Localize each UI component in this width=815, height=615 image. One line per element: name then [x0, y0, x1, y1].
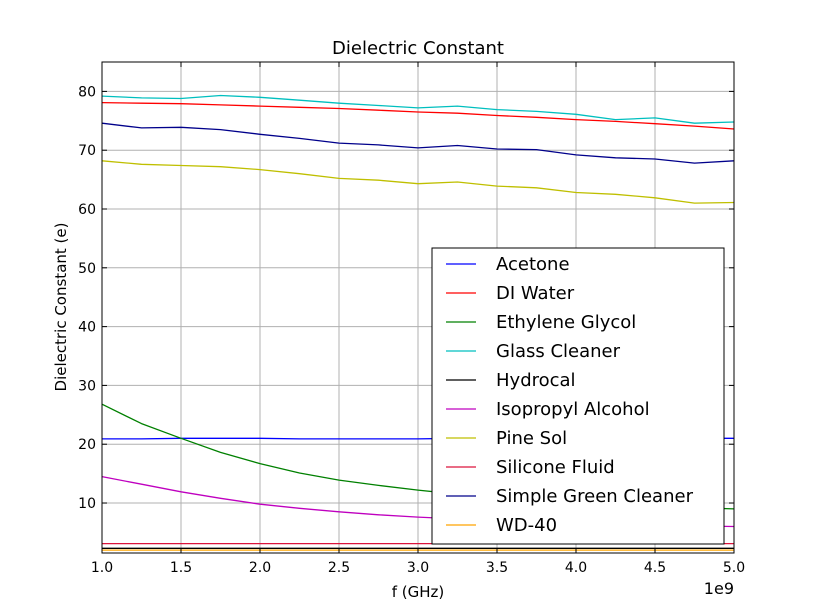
y-tick-label: 60 — [78, 202, 96, 218]
series-line-pine-sol — [101, 160, 735, 204]
legend-entries: Acetone DI Water Ethylene Glycol Glass Clea… — [446, 254, 694, 536]
legend-label-di-water: DI Water — [496, 283, 575, 304]
y-tick-label: 10 — [78, 496, 96, 512]
x-tick-label: 4.5 — [644, 560, 666, 576]
legend-box — [431, 247, 725, 545]
y-tick-label: 70 — [78, 143, 96, 159]
legend-label-pine-sol: Pine Sol — [496, 428, 567, 449]
y-axis-title: Dielectric Constant (e) — [52, 223, 70, 392]
x-tick-label: 3.0 — [407, 560, 429, 576]
series-line-glass-cleaner — [101, 94, 735, 124]
series-line-di-water — [101, 101, 735, 130]
legend-label-ethylene-glycol: Ethylene Glycol — [496, 312, 636, 333]
x-tick-label: 1.5 — [170, 560, 192, 576]
legend-label-silicone-fluid: Silicone Fluid — [496, 457, 615, 478]
x-tick-label: 5.0 — [723, 560, 745, 576]
x-axis-offset-label: 1e9 — [704, 579, 734, 598]
x-tick-label: 2.0 — [249, 560, 271, 576]
legend-label-acetone: Acetone — [496, 254, 570, 275]
legend-label-glass-cleaner: Glass Cleaner — [496, 341, 621, 362]
x-tick-label: 4.0 — [565, 560, 587, 576]
y-tick-label: 20 — [78, 437, 96, 453]
legend-label-wd-40: WD-40 — [496, 515, 557, 536]
legend-label-simple-green-cleaner: Simple Green Cleaner — [496, 486, 694, 507]
x-tick-label: 2.5 — [328, 560, 350, 576]
y-tick-label: 50 — [78, 261, 96, 277]
y-tick-label: 40 — [78, 320, 96, 336]
y-tick-label: 30 — [78, 378, 96, 394]
legend-label-hydrocal: Hydrocal — [496, 370, 576, 391]
series-line-simple-green-cleaner — [101, 122, 735, 164]
chart-title: Dielectric Constant — [332, 38, 504, 59]
legend-label-isopropyl-alcohol: Isopropyl Alcohol — [496, 399, 650, 420]
tick-layer: 1.0 1.5 2.0 2.5 3.0 3.5 4.0 4.5 5.0 10 20 30 40 50 60 7… — [78, 62, 745, 576]
y-tick-label: 80 — [78, 84, 96, 100]
x-tick-label: 1.0 — [91, 560, 113, 576]
legend: Acetone DI Water Ethylene Glycol Glass Clea… — [431, 247, 725, 545]
x-tick-label: 3.5 — [486, 560, 508, 576]
x-axis-title: f (GHz) — [392, 583, 445, 601]
